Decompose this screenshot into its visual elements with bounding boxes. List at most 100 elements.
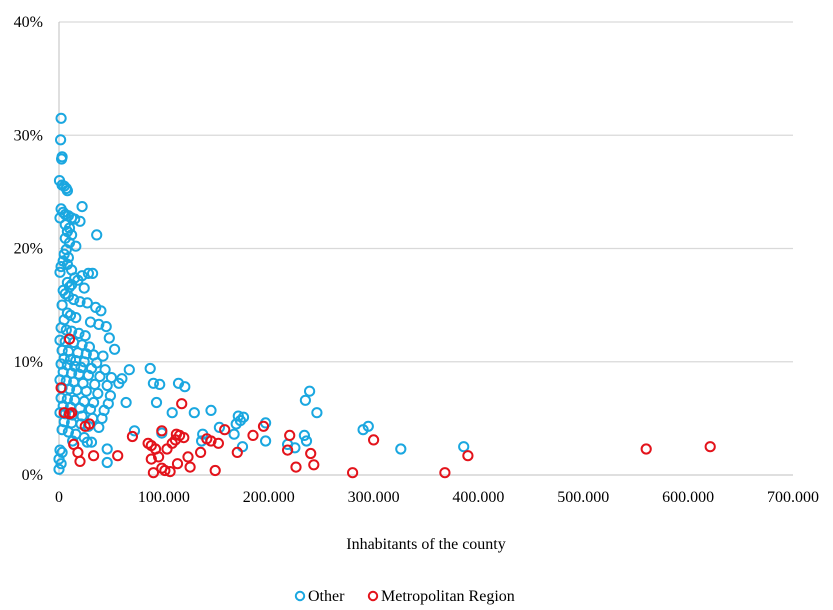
data-point	[305, 447, 317, 460]
data-point	[260, 435, 272, 447]
data-point	[289, 442, 301, 454]
data-point	[94, 370, 106, 383]
legend-item: Metropolitan Region	[367, 588, 515, 605]
x-tick-label: 100.000	[138, 489, 190, 506]
y-tick-label: 40%	[14, 14, 43, 31]
data-point	[74, 455, 86, 467]
y-axis-ticks: 0% 10% 20% 30% 40%	[14, 14, 43, 484]
legend-marker	[367, 590, 379, 602]
data-point	[55, 382, 67, 394]
data-point	[147, 467, 159, 479]
data-point	[66, 407, 78, 419]
data-point	[66, 279, 78, 291]
y-tick-label: 20%	[14, 241, 43, 258]
data-point	[304, 385, 316, 397]
data-point	[74, 215, 86, 227]
data-point	[236, 441, 249, 453]
data-point	[128, 425, 141, 437]
data-point	[101, 379, 113, 392]
data-point	[154, 378, 166, 390]
grid-lines	[59, 21, 793, 363]
data-point	[54, 266, 66, 278]
data-point	[70, 240, 82, 252]
data-point	[299, 394, 311, 406]
data-point	[79, 420, 91, 432]
x-axis-title: Inhabitants of the county	[346, 536, 506, 553]
data-point	[56, 424, 68, 436]
data-point	[68, 293, 80, 306]
data-point	[195, 446, 207, 458]
data-point	[284, 429, 296, 441]
data-point	[62, 426, 75, 438]
data-point	[101, 443, 113, 455]
x-tick-label: 400.000	[452, 489, 504, 506]
data-point	[99, 364, 111, 376]
data-point	[219, 424, 231, 436]
data-point	[61, 185, 74, 197]
data-point	[161, 443, 173, 455]
data-point	[100, 321, 112, 333]
data-point	[234, 415, 246, 427]
data-point	[55, 112, 67, 124]
data-point	[55, 322, 67, 334]
data-point	[458, 441, 470, 453]
data-point	[91, 357, 103, 369]
data-point	[182, 451, 194, 463]
data-point	[179, 381, 191, 393]
x-tick-label: 200.000	[243, 489, 295, 506]
data-point	[150, 396, 163, 409]
data-point	[171, 458, 184, 470]
data-point	[54, 212, 66, 224]
data-point	[69, 213, 81, 225]
y-tick-label: 10%	[14, 354, 43, 371]
data-point	[92, 387, 104, 400]
data-point	[80, 385, 92, 397]
data-point	[56, 299, 68, 311]
data-point	[205, 404, 217, 416]
data-point	[298, 429, 310, 441]
data-point	[112, 450, 124, 462]
data-point	[166, 437, 178, 449]
data-point	[395, 443, 407, 455]
data-point	[368, 434, 380, 446]
data-point	[89, 378, 101, 390]
data-point	[704, 441, 716, 453]
y-tick-label: 0%	[22, 467, 43, 484]
data-point	[73, 327, 85, 339]
x-tick-label: 500.000	[557, 489, 609, 506]
data-point	[88, 450, 100, 462]
data-point	[176, 398, 188, 410]
x-tick-label: 300.000	[348, 489, 400, 506]
data-point	[311, 407, 323, 419]
data-point	[147, 377, 159, 389]
series-metropolitan-region	[55, 333, 716, 479]
data-point	[209, 464, 221, 477]
data-point	[159, 464, 171, 477]
legend-marker	[294, 590, 306, 602]
data-point	[247, 429, 259, 441]
data-point	[123, 364, 135, 376]
legend: Other Metropolitan Region	[294, 588, 515, 605]
data-point	[53, 463, 65, 475]
data-point	[153, 451, 165, 463]
data-point	[72, 446, 84, 458]
y-tick-label: 30%	[14, 127, 43, 144]
data-point	[55, 261, 67, 273]
data-point	[212, 437, 224, 449]
data-point	[58, 407, 70, 419]
data-points	[53, 112, 716, 479]
data-point	[184, 461, 196, 473]
data-point	[164, 466, 176, 478]
data-point	[81, 436, 93, 448]
data-point	[231, 446, 243, 458]
data-point	[462, 450, 474, 462]
data-point	[439, 467, 451, 479]
data-point	[82, 369, 95, 381]
data-point	[97, 350, 109, 362]
data-point	[166, 407, 178, 419]
data-point	[93, 318, 105, 330]
data-point	[290, 461, 302, 473]
data-point	[113, 377, 125, 389]
data-point	[362, 420, 374, 432]
